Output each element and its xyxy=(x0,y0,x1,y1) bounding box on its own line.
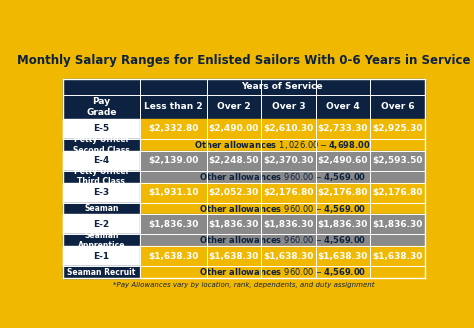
Text: *Pay Allowances vary by location, rank, dependents, and duty assignment: *Pay Allowances vary by location, rank, … xyxy=(113,282,374,288)
Text: Petty Officer
Second Class: Petty Officer Second Class xyxy=(73,135,130,154)
Text: E-4: E-4 xyxy=(93,156,109,165)
Bar xyxy=(63,183,140,203)
Text: $1,638.30: $1,638.30 xyxy=(372,252,423,261)
Text: Pay
Grade: Pay Grade xyxy=(86,97,117,117)
Text: Other allowances $960.00 - $4,569.00: Other allowances $960.00 - $4,569.00 xyxy=(199,202,366,215)
Bar xyxy=(140,171,425,183)
Text: Other allowances $960.00 - $4,569.00: Other allowances $960.00 - $4,569.00 xyxy=(199,234,366,246)
Text: Less than 2: Less than 2 xyxy=(144,102,202,112)
Bar xyxy=(63,215,140,235)
Text: $1,638.30: $1,638.30 xyxy=(148,252,199,261)
Bar xyxy=(261,151,316,171)
Bar xyxy=(316,215,370,235)
Text: $2,490.60: $2,490.60 xyxy=(318,156,368,165)
Text: $2,248.50: $2,248.50 xyxy=(209,156,259,165)
Bar xyxy=(261,119,316,139)
Bar xyxy=(207,183,261,203)
Bar xyxy=(207,119,261,139)
Text: Seaman: Seaman xyxy=(84,204,118,213)
Text: $2,925.30: $2,925.30 xyxy=(372,124,423,133)
Text: Over 3: Over 3 xyxy=(272,102,305,112)
Bar xyxy=(63,266,140,278)
Bar xyxy=(63,119,140,139)
Bar xyxy=(140,203,425,215)
Text: $2,490.00: $2,490.00 xyxy=(209,124,259,133)
Bar xyxy=(370,119,425,139)
Bar xyxy=(140,139,425,151)
Text: Other allowances $960.00 - $4,569.00: Other allowances $960.00 - $4,569.00 xyxy=(199,171,366,183)
Text: $2,176.80: $2,176.80 xyxy=(372,188,423,197)
Bar xyxy=(261,215,316,235)
Text: $2,139.00: $2,139.00 xyxy=(148,156,199,165)
Bar xyxy=(63,246,140,266)
Text: $1,931.10: $1,931.10 xyxy=(148,188,199,197)
Text: Years of Service: Years of Service xyxy=(241,82,323,91)
Bar xyxy=(316,246,370,266)
Bar xyxy=(140,215,207,235)
Bar xyxy=(370,246,425,266)
Bar xyxy=(63,95,425,119)
Text: $1,836.30: $1,836.30 xyxy=(318,220,368,229)
Bar xyxy=(316,119,370,139)
Text: $1,836.30: $1,836.30 xyxy=(209,220,259,229)
Bar xyxy=(261,246,316,266)
Text: Petty Officer
Third Class: Petty Officer Third Class xyxy=(73,167,129,186)
Text: $1,638.30: $1,638.30 xyxy=(263,252,314,261)
Bar xyxy=(261,183,316,203)
Bar xyxy=(63,151,140,171)
Text: $2,332.80: $2,332.80 xyxy=(148,124,199,133)
Text: $1,638.30: $1,638.30 xyxy=(209,252,259,261)
Text: $1,836.30: $1,836.30 xyxy=(372,220,423,229)
Text: $2,733.30: $2,733.30 xyxy=(318,124,368,133)
Text: Other allowances $1,026.00 - $4,698.00: Other allowances $1,026.00 - $4,698.00 xyxy=(194,139,371,151)
Bar xyxy=(63,235,140,246)
Text: $1,638.30: $1,638.30 xyxy=(318,252,368,261)
Text: E-2: E-2 xyxy=(93,220,109,229)
Text: E-5: E-5 xyxy=(93,124,109,133)
Bar xyxy=(63,139,140,151)
Bar xyxy=(370,215,425,235)
Text: $2,176.80: $2,176.80 xyxy=(318,188,368,197)
Text: $1,836.30: $1,836.30 xyxy=(263,220,314,229)
Bar xyxy=(207,215,261,235)
Text: $2,593.50: $2,593.50 xyxy=(372,156,423,165)
Bar xyxy=(140,235,425,246)
Bar xyxy=(370,183,425,203)
Text: $1,836.30: $1,836.30 xyxy=(148,220,199,229)
Bar xyxy=(316,183,370,203)
Text: Monthly Salary Ranges for Enlisted Sailors With 0-6 Years in Service: Monthly Salary Ranges for Enlisted Sailo… xyxy=(17,54,471,67)
Text: E-3: E-3 xyxy=(93,188,109,197)
Bar xyxy=(63,203,140,215)
Bar xyxy=(63,78,425,95)
Text: Over 6: Over 6 xyxy=(381,102,414,112)
Bar xyxy=(207,151,261,171)
Text: Over 2: Over 2 xyxy=(217,102,251,112)
Bar xyxy=(140,183,207,203)
Text: Over 4: Over 4 xyxy=(326,102,360,112)
Bar xyxy=(140,266,425,278)
Bar xyxy=(370,151,425,171)
Text: Seaman
Apprentice: Seaman Apprentice xyxy=(78,231,125,250)
Text: $2,052.30: $2,052.30 xyxy=(209,188,259,197)
Text: E-1: E-1 xyxy=(93,252,109,261)
Bar xyxy=(63,171,140,183)
Bar xyxy=(316,151,370,171)
Bar xyxy=(207,246,261,266)
Bar xyxy=(140,151,207,171)
Text: $2,176.80: $2,176.80 xyxy=(263,188,314,197)
Text: Seaman Recruit: Seaman Recruit xyxy=(67,268,136,277)
Text: Other allowances $960.00 - $4,569.00: Other allowances $960.00 - $4,569.00 xyxy=(199,266,366,278)
Bar xyxy=(140,246,207,266)
Bar xyxy=(140,119,207,139)
Text: $2,370.30: $2,370.30 xyxy=(263,156,314,165)
Text: $2,610.30: $2,610.30 xyxy=(264,124,314,133)
